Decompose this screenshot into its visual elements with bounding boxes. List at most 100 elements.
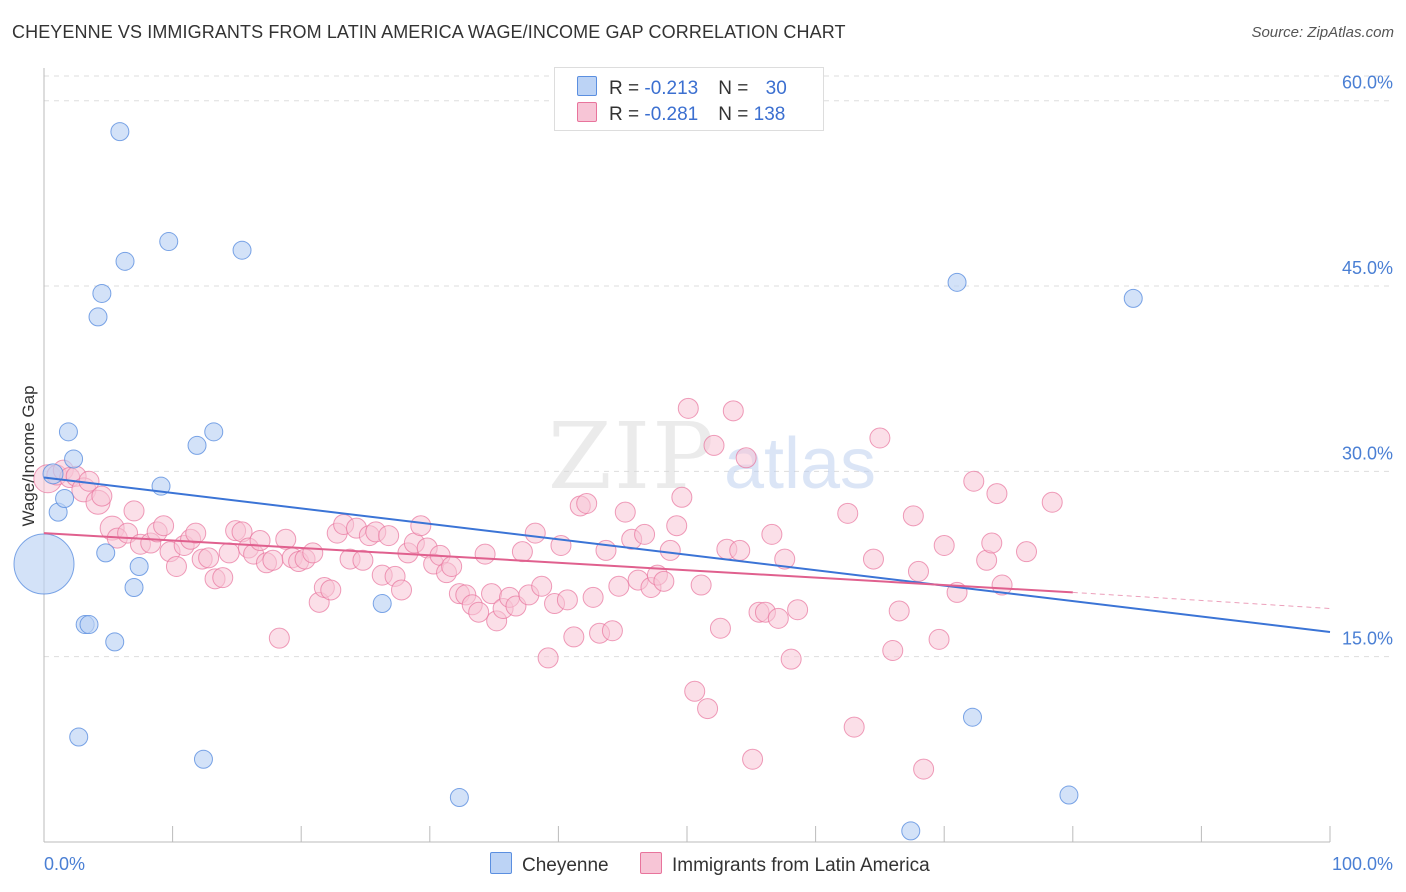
point-immigrants (684, 680, 706, 702)
point-immigrants (671, 486, 693, 508)
legend-row-immigrants: R = -0.281 N = 138 (577, 102, 785, 126)
point-immigrants (165, 555, 187, 577)
point-immigrants (352, 549, 374, 571)
tick-labels: 15.0% 30.0% 45.0% 60.0% 0.0% 100.0% (44, 73, 1393, 874)
legend-swatch-immigrants (577, 102, 597, 122)
point-immigrants (320, 579, 342, 601)
point-immigrants (198, 547, 220, 569)
point-immigrants (991, 574, 1013, 596)
point-immigrants (690, 574, 712, 596)
point-cheyenne (96, 543, 116, 563)
point-cheyenne (187, 435, 207, 455)
legend-r-label: R = (609, 104, 645, 125)
point-immigrants (524, 522, 546, 544)
point-immigrants (537, 647, 559, 669)
point-cheyenne (901, 821, 921, 841)
trend-line-immigrants-extension (1072, 591, 1331, 609)
legend-n-value: 138 (753, 104, 786, 125)
point-cheyenne (232, 240, 252, 260)
point-immigrants (843, 716, 865, 738)
point-cheyenne (58, 422, 78, 442)
point-immigrants (468, 601, 490, 623)
chart-source: Source: ZipAtlas.com (1251, 24, 1394, 41)
y-tick-label: 15.0% (1342, 629, 1393, 649)
point-immigrants (697, 698, 719, 720)
point-immigrants (780, 648, 802, 670)
point-immigrants (837, 502, 859, 524)
gridlines (44, 75, 1394, 658)
point-immigrants (653, 570, 675, 592)
point-immigrants (882, 640, 904, 661)
point-cheyenne (193, 749, 213, 769)
y-tick-label: 60.0% (1342, 73, 1393, 93)
point-cheyenne (55, 489, 75, 509)
point-immigrants (614, 501, 636, 523)
legend-n-label: N = (718, 78, 754, 99)
point-immigrants (474, 543, 496, 565)
point-immigrants (677, 397, 699, 419)
axes (43, 68, 1331, 843)
point-immigrants (634, 523, 656, 545)
point-immigrants (576, 492, 598, 514)
point-immigrants (709, 617, 731, 639)
point-immigrants (511, 541, 533, 563)
point-immigrants (262, 549, 284, 571)
point-immigrants (608, 575, 630, 597)
point-immigrants (722, 400, 744, 422)
point-immigrants (123, 500, 145, 522)
point-immigrants (913, 758, 935, 780)
point-immigrants (774, 548, 796, 570)
point-immigrants (275, 528, 297, 550)
point-immigrants (767, 607, 789, 629)
watermark: ZIP atlas (548, 403, 876, 510)
point-cheyenne (64, 449, 84, 469)
point-cheyenne (129, 556, 149, 576)
point-immigrants (582, 586, 604, 608)
point-cheyenne (88, 307, 108, 327)
point-cheyenne (204, 422, 224, 442)
point-immigrants (556, 589, 578, 611)
legend-swatch-cheyenne (577, 76, 597, 96)
point-immigrants (963, 470, 985, 492)
point-immigrants (888, 600, 910, 622)
point-immigrants (928, 628, 950, 650)
point-immigrants (212, 567, 234, 589)
legend-n-value: 30 (765, 78, 787, 99)
point-cheyenne (947, 272, 967, 292)
point-immigrants (659, 539, 681, 561)
point-cheyenne (372, 594, 392, 614)
point-immigrants (907, 560, 929, 582)
y-tick-label: 45.0% (1342, 258, 1393, 278)
point-immigrants (787, 599, 809, 621)
point-cheyenne (42, 463, 64, 485)
point-immigrants (729, 539, 751, 561)
point-immigrants (391, 579, 413, 601)
legend-n-label: N = (718, 104, 754, 125)
point-immigrants (410, 515, 432, 537)
legend-r-label: R = (609, 78, 645, 99)
point-immigrants (378, 525, 400, 547)
point-immigrants (869, 427, 891, 449)
x-tick-label: 0.0% (44, 854, 85, 874)
point-immigrants (153, 515, 175, 537)
legend-r-value: -0.281 (644, 104, 699, 125)
point-immigrants (249, 530, 271, 552)
point-immigrants (185, 522, 207, 544)
y-axis-title: Wage/Income Gap (19, 385, 38, 526)
point-immigrants (302, 542, 324, 564)
point-immigrants (1041, 491, 1063, 513)
point-immigrants (1016, 541, 1038, 563)
trend-lines (43, 476, 1331, 633)
trend-line-cheyenne (43, 476, 1331, 633)
stats-legend: R = -0.213 N = 30 R = -0.281 N = 138 (554, 67, 824, 131)
bottom-legend-swatch-immigrants (640, 852, 662, 874)
point-immigrants (902, 505, 924, 527)
point-immigrants (268, 627, 290, 649)
point-cheyenne (110, 122, 130, 142)
point-cheyenne (1123, 288, 1143, 308)
point-immigrants (735, 447, 757, 469)
point-cheyenne (13, 533, 75, 595)
point-cheyenne (115, 251, 135, 271)
point-immigrants (761, 523, 783, 545)
bottom-legend-label-immigrants: Immigrants from Latin America (672, 855, 930, 876)
